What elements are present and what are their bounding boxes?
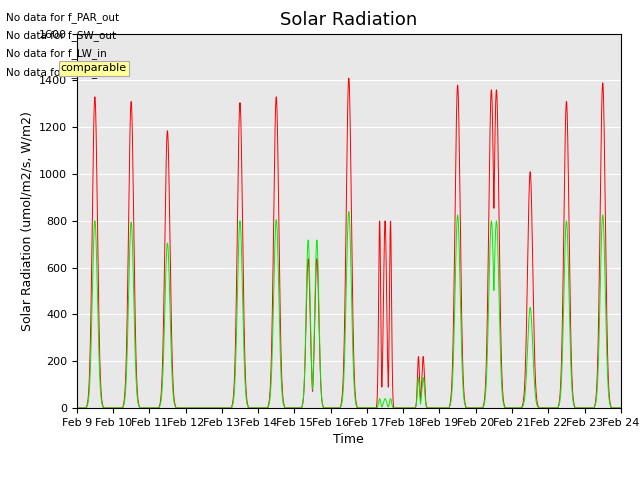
SW_in: [616, 405, 624, 411]
PAR_in: [616, 405, 624, 411]
SW_in: [345, 209, 353, 215]
PAR_in: [471, 405, 479, 411]
Text: comparable: comparable: [61, 63, 127, 73]
SW_in: [471, 405, 479, 411]
SW_in: [73, 405, 81, 411]
PAR_in: [328, 405, 336, 411]
SW_in: [502, 405, 509, 411]
PAR_in: [73, 405, 81, 411]
SW_in: [328, 405, 336, 411]
SW_in: [171, 402, 179, 408]
Text: No data for f_SW_out: No data for f_SW_out: [6, 30, 116, 41]
SW_in: [441, 405, 449, 411]
Text: No data for f_PAR_out: No data for f_PAR_out: [6, 12, 120, 23]
PAR_in: [345, 75, 353, 81]
Y-axis label: Solar Radiation (umol/m2/s, W/m2): Solar Radiation (umol/m2/s, W/m2): [20, 111, 33, 331]
SW_in: [617, 405, 625, 411]
Line: PAR_in: PAR_in: [77, 78, 621, 408]
Title: Solar Radiation: Solar Radiation: [280, 11, 417, 29]
Text: No data for f_LW_in: No data for f_LW_in: [6, 48, 107, 60]
PAR_in: [441, 405, 449, 411]
Text: No data for f_LW_out: No data for f_LW_out: [6, 67, 115, 78]
PAR_in: [502, 405, 509, 411]
PAR_in: [171, 399, 179, 405]
PAR_in: [617, 405, 625, 411]
Line: SW_in: SW_in: [77, 212, 621, 408]
X-axis label: Time: Time: [333, 433, 364, 446]
